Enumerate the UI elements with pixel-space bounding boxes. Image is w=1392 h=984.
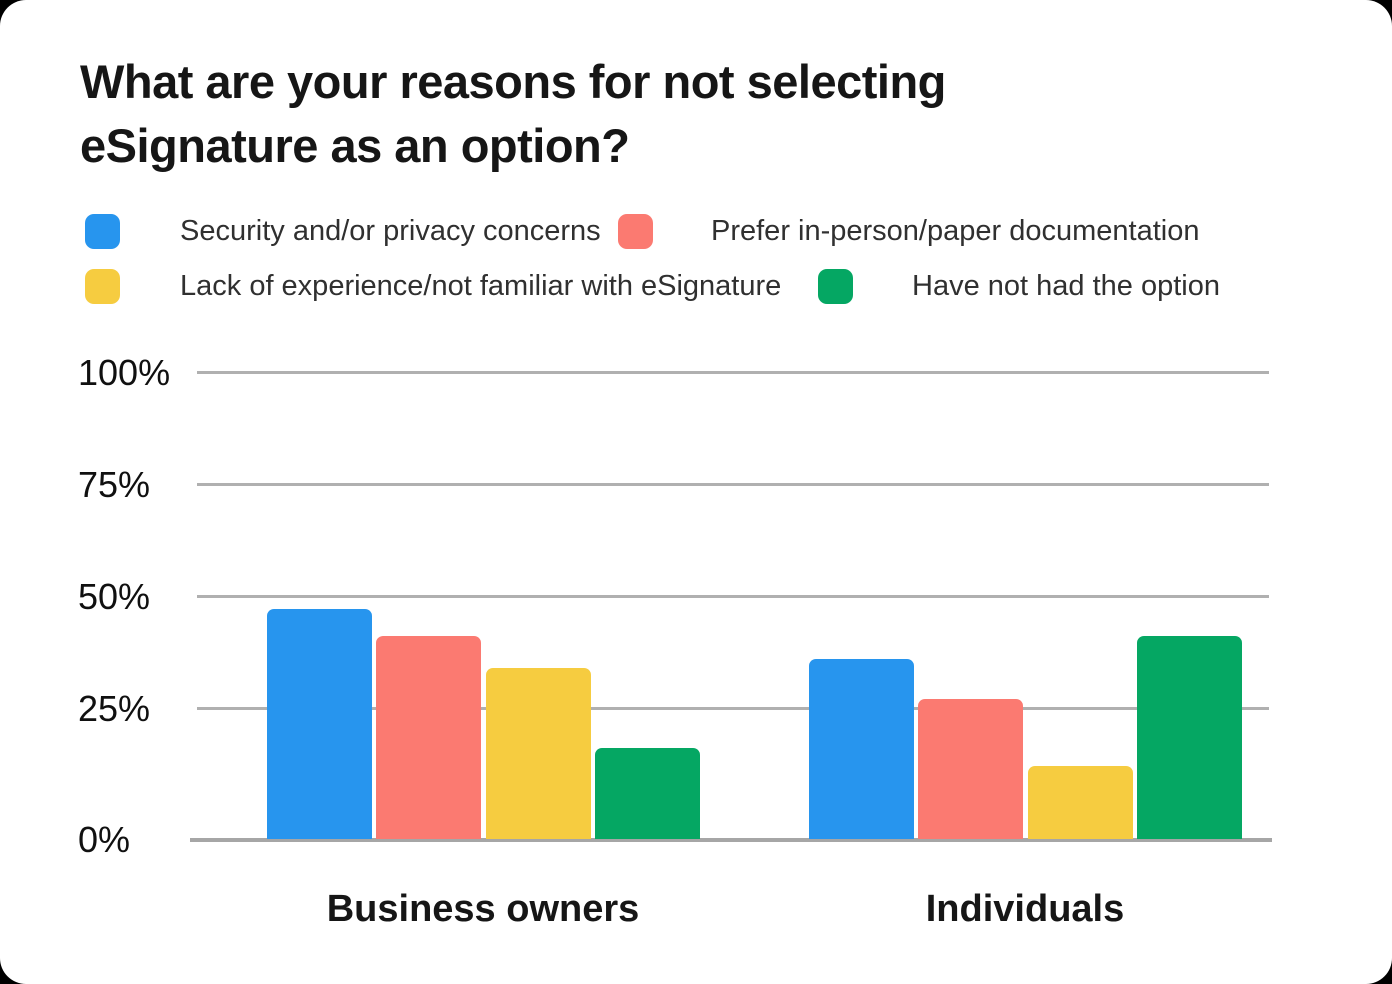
chart-title: What are your reasons for not selecting …	[80, 50, 1160, 178]
legend-swatch-green-icon	[818, 269, 853, 304]
gridline-50	[197, 595, 1269, 598]
bar-individuals-series-0	[809, 659, 914, 839]
y-tick-50: 50%	[78, 576, 151, 617]
gridline-100	[197, 371, 1269, 374]
legend-swatch-red-icon	[618, 214, 653, 249]
category-label-individuals: Individuals	[925, 888, 1125, 930]
gridline-25	[197, 707, 1269, 710]
bar-individuals-series-2	[1028, 766, 1133, 839]
legend-label-security-privacy: Security and/or privacy concerns	[180, 215, 601, 247]
y-tick-0: 0%	[78, 819, 131, 860]
bar-business-owners-series-0	[267, 609, 372, 839]
legend-item-no-option: Have not had the option	[818, 269, 1220, 304]
y-tick-100: 100%	[78, 352, 171, 393]
legend-label-lack-experience: Lack of experience/not familiar with eSi…	[180, 270, 782, 302]
chart-title-line2: eSignature as an option?	[80, 119, 630, 172]
x-axis-line	[190, 838, 1272, 842]
y-tick-25: 25%	[78, 688, 151, 729]
legend-swatch-blue-icon	[85, 214, 120, 249]
bar-individuals-series-1	[918, 699, 1023, 839]
legend-item-security-privacy: Security and/or privacy concerns	[85, 214, 601, 249]
legend-label-no-option: Have not had the option	[912, 270, 1220, 302]
category-label-business-owners: Business owners	[326, 888, 640, 930]
legend-item-lack-experience: Lack of experience/not familiar with eSi…	[85, 269, 781, 304]
bar-business-owners-series-2	[486, 668, 591, 839]
chart-title-line1: What are your reasons for not selecting	[80, 55, 946, 108]
bar-individuals-series-3	[1137, 636, 1242, 839]
gridline-75	[197, 483, 1269, 486]
legend-label-prefer-paper: Prefer in-person/paper documentation	[711, 215, 1200, 247]
bar-business-owners-series-1	[376, 636, 481, 839]
y-tick-75: 75%	[78, 464, 151, 505]
legend-swatch-yellow-icon	[85, 269, 120, 304]
bar-business-owners-series-3	[595, 748, 700, 839]
legend-item-prefer-paper: Prefer in-person/paper documentation	[618, 214, 1199, 249]
